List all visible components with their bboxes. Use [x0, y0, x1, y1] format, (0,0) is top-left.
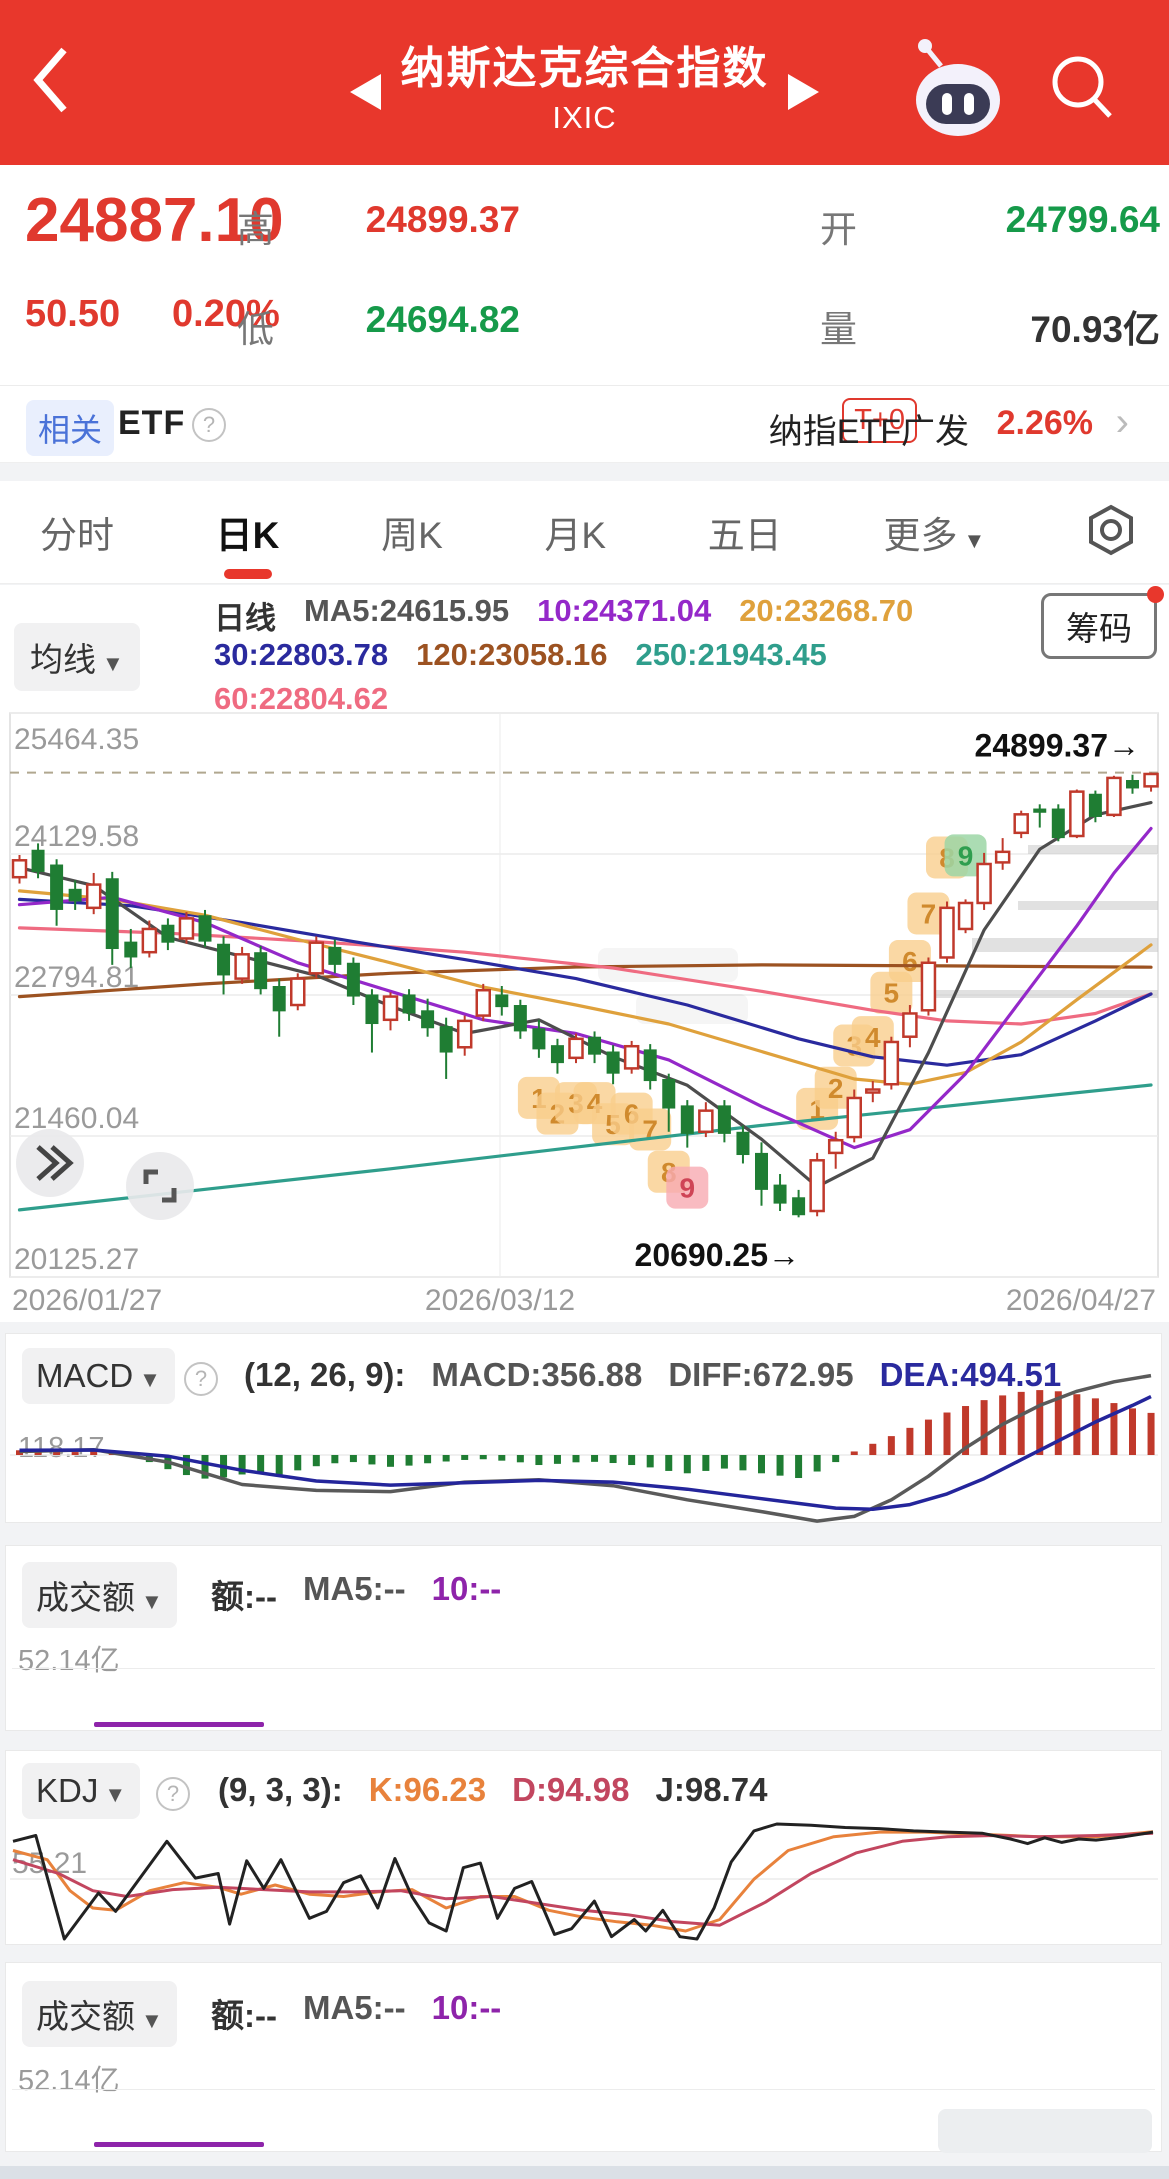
- turnover-panel-1: 成交额 ▼ 额:-- MA5:-- 10:-- 52.14亿: [5, 1545, 1162, 1731]
- related-tag: 相关: [26, 400, 115, 456]
- legend-item: MACD:356.88: [431, 1356, 643, 1393]
- legend-item: (9, 3, 3):: [218, 1771, 343, 1808]
- turnover-dropdown-button[interactable]: 成交额 ▼: [22, 1562, 177, 1628]
- etf-fund-name[interactable]: 纳指ETF广发: [768, 413, 969, 451]
- legend-item: 20:23268.70: [739, 593, 914, 628]
- chevron-down-icon: ▼: [141, 2008, 163, 2033]
- legend-item: MA5:24615.95: [304, 593, 510, 628]
- legend-item: DEA:494.51: [879, 1356, 1062, 1393]
- legend-item: 额:--: [211, 1997, 277, 2034]
- high-label: 高: [237, 209, 274, 250]
- ma-legend-row-1: 日线 MA5:24615.95 10:24371.04 20:23268.70: [214, 593, 913, 638]
- chip-distribution-button[interactable]: 筹码: [1041, 586, 1164, 659]
- legend-item: 250:21943.45: [635, 637, 827, 672]
- open-value: 24799.64: [1005, 199, 1160, 240]
- kdj-values: (9, 3, 3): K:96.23 D:94.98 J:98.74: [218, 1771, 767, 1809]
- legend-item: MA5:--: [302, 1989, 406, 2026]
- page-title: 纳斯达克综合指数: [400, 44, 769, 93]
- chevron-down-icon: ▼: [102, 651, 124, 676]
- tab-五日[interactable]: 五日: [707, 515, 782, 556]
- legend-item: 10:--: [431, 1570, 502, 1607]
- tab-日K[interactable]: 日K: [212, 491, 284, 579]
- chevron-right-icon[interactable]: ›: [1115, 400, 1129, 444]
- ma-legend-row-3: 60:22804.62: [214, 681, 388, 717]
- turnover-axis-label: 52.14亿: [18, 2065, 120, 2097]
- open-label: 开: [820, 209, 857, 250]
- gridline: [12, 2089, 1155, 2090]
- page-subtitle: IXIC: [552, 100, 617, 135]
- notification-dot: [1147, 586, 1164, 603]
- turnover-dropdown-button[interactable]: 成交额 ▼: [22, 1981, 177, 2047]
- price-change: 50.50: [25, 293, 121, 335]
- low-value: 24694.82: [365, 299, 520, 340]
- low-label: 低: [237, 309, 274, 350]
- turnover-values: 额:-- MA5:-- 10:--: [211, 1570, 501, 1618]
- legend-item: 日线: [214, 601, 276, 636]
- watermark: [938, 2109, 1152, 2153]
- chart-settings-icon[interactable]: [1083, 502, 1139, 563]
- legend-item: 额:--: [211, 1578, 277, 1615]
- volume-label: 量: [820, 309, 857, 350]
- legend-item: 30:22803.78: [214, 637, 389, 672]
- high-value: 24899.37: [365, 199, 520, 240]
- macd-axis-label: 118.17: [18, 1432, 105, 1464]
- macd-dropdown-button[interactable]: MACD ▼: [22, 1348, 175, 1404]
- app-header: 纳斯达克综合指数 IXIC: [0, 0, 1169, 165]
- legend-item: J:98.74: [655, 1771, 768, 1808]
- chevron-down-icon: ▼: [963, 528, 986, 553]
- t0-badge: T+0: [842, 398, 917, 443]
- volume-value: 70.93亿: [1030, 309, 1160, 350]
- macd-panel: MACD ▼ ? (12, 26, 9): MACD:356.88 DIFF:672.…: [5, 1333, 1162, 1523]
- tab-更多[interactable]: 更多 ▼: [883, 515, 986, 556]
- legend-item: 10:--: [431, 1989, 502, 2026]
- tab-分时[interactable]: 分时: [40, 515, 114, 556]
- help-icon[interactable]: ?: [192, 408, 226, 442]
- gridline: [12, 1668, 1155, 1669]
- etf-label: ETF: [118, 404, 186, 442]
- legend-item: 120:23058.16: [416, 637, 608, 672]
- chevron-down-icon: ▼: [104, 1782, 127, 1807]
- chart-tabs: 分时 日K 周K 月K 五日 更多 ▼: [0, 481, 1169, 584]
- tab-周K[interactable]: 周K: [381, 515, 443, 556]
- volume-ma10-line: [94, 2142, 264, 2147]
- ma-legend-row-2: 30:22803.78 120:23058.16 250:21943.45: [214, 637, 827, 673]
- legend-item: D:94.98: [512, 1771, 630, 1808]
- legend-item: 10:24371.04: [537, 593, 712, 628]
- turnover-values: 额:-- MA5:-- 10:--: [211, 1989, 501, 2037]
- legend-item: 60:22804.62: [214, 681, 389, 716]
- quote-panel: 24887.10 50.50 0.20% 高 24899.37 开 24799.…: [0, 165, 1169, 537]
- price-change-pct: 0.20%: [172, 293, 280, 335]
- related-etf-row: 相关 ETF ? T+0 纳指ETF广发 2.26% ›: [0, 386, 1169, 463]
- kline-panel: 均线 ▼ 日线 MA5:24615.95 10:24371.04 20:23268.70…: [0, 585, 1169, 1322]
- chevron-down-icon: ▼: [139, 1367, 161, 1392]
- kdj-help-icon[interactable]: ?: [156, 1777, 190, 1811]
- active-tab-indicator: [223, 569, 272, 579]
- etf-change: 2.26%: [996, 404, 1093, 442]
- volume-ma10-line: [94, 1722, 264, 1727]
- tab-月K[interactable]: 月K: [544, 515, 607, 556]
- kdj-dropdown-button[interactable]: KDJ ▼: [22, 1763, 141, 1819]
- kdj-panel: KDJ ▼ ? (9, 3, 3): K:96.23 D:94.98 J:98.74: [5, 1750, 1162, 1945]
- turnover-axis-label: 52.14亿: [18, 1645, 120, 1677]
- legend-item: DIFF:672.95: [668, 1356, 854, 1393]
- legend-item: K:96.23: [368, 1771, 487, 1808]
- bottom-strip: [0, 2166, 1169, 2179]
- legend-item: MA5:--: [302, 1570, 406, 1607]
- ma-dropdown-button[interactable]: 均线 ▼: [14, 623, 140, 691]
- macd-help-icon[interactable]: ?: [184, 1362, 218, 1396]
- turnover-panel-2: 成交额 ▼ 额:-- MA5:-- 10:-- 52.14亿: [5, 1962, 1162, 2153]
- macd-values: (12, 26, 9): MACD:356.88 DIFF:672.95 DEA:49…: [244, 1356, 1061, 1394]
- legend-item: (12, 26, 9):: [244, 1356, 406, 1393]
- last-price: 24887.10: [25, 186, 284, 255]
- chevron-down-icon: ▼: [141, 1589, 163, 1614]
